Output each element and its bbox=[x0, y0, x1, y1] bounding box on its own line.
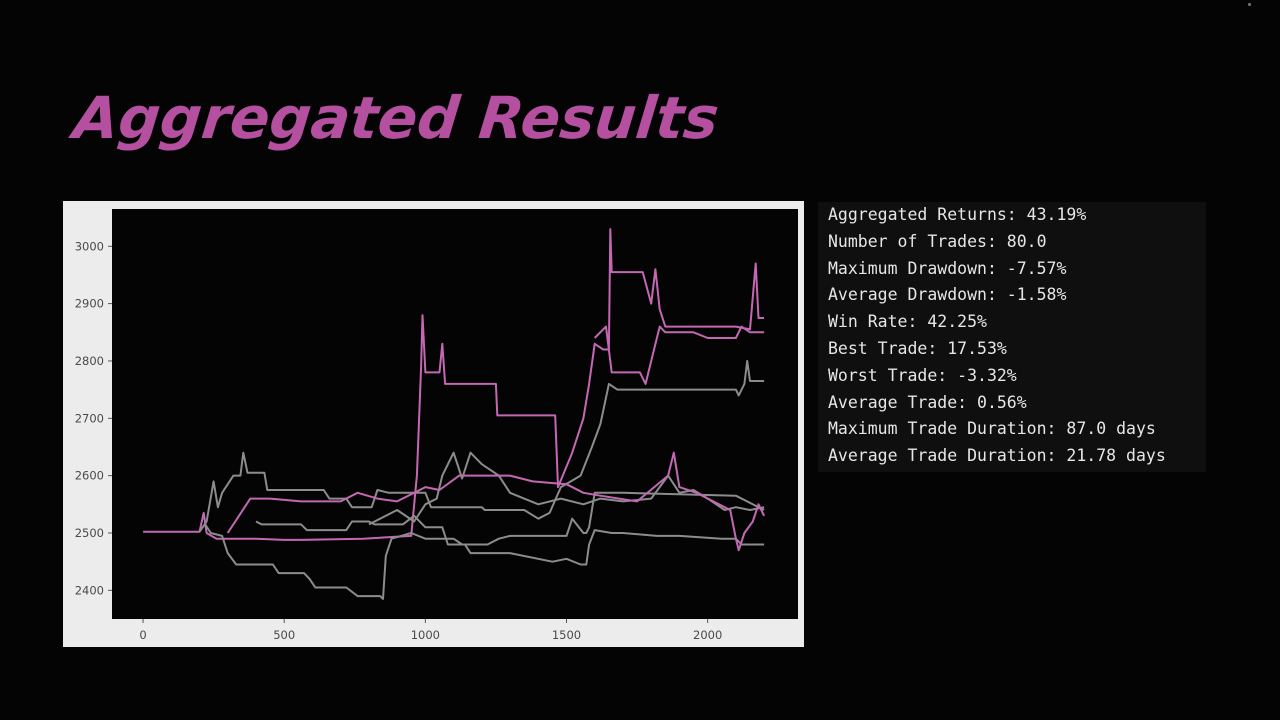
series-line-1 bbox=[143, 228, 765, 541]
series-line-7 bbox=[226, 451, 765, 552]
chart-panel: 0 500 1000 1500 2000 2400 2500 2600 2700 2800 290… bbox=[63, 201, 804, 647]
y-axis-ticks: 2400 2500 2600 2700 2800 2900 3000 bbox=[75, 239, 112, 597]
series-line-3 bbox=[198, 360, 765, 533]
y-tick-label: 2900 bbox=[75, 297, 104, 311]
plot-area bbox=[112, 209, 798, 619]
x-axis-ticks: 0 500 1000 1500 2000 bbox=[139, 619, 722, 642]
y-tick-label: 2700 bbox=[75, 411, 104, 425]
y-tick-label: 2400 bbox=[75, 583, 104, 597]
y-tick-label: 2600 bbox=[75, 469, 104, 483]
stat-line: Number of Trades: 80.0 bbox=[828, 231, 1047, 251]
stat-line: Average Trade: 0.56% bbox=[828, 392, 1027, 412]
stat-line: Maximum Drawdown: -7.57% bbox=[828, 258, 1067, 278]
x-tick-label: 1500 bbox=[552, 628, 581, 642]
page-title: Aggregated Results bbox=[70, 84, 722, 152]
y-tick-label: 3000 bbox=[75, 239, 104, 253]
y-tick-label: 2800 bbox=[75, 354, 104, 368]
stat-line: Maximum Trade Duration: 87.0 days bbox=[828, 419, 1156, 439]
corner-dot bbox=[1248, 3, 1251, 6]
series-line-5 bbox=[255, 514, 765, 566]
x-tick-label: 2000 bbox=[693, 628, 722, 642]
x-tick-label: 1000 bbox=[411, 628, 440, 642]
stat-line: Average Drawdown: -1.58% bbox=[828, 285, 1067, 305]
stats-panel: Aggregated Returns: 43.19% Number of Trad… bbox=[818, 202, 1206, 472]
stat-line: Worst Trade: -3.32% bbox=[828, 365, 1017, 385]
y-tick-label: 2500 bbox=[75, 526, 104, 540]
series-line-4 bbox=[204, 491, 765, 600]
stat-line: Average Trade Duration: 21.78 days bbox=[828, 446, 1166, 466]
stat-line: Best Trade: 17.53% bbox=[828, 338, 1007, 358]
stat-line: Aggregated Returns: 43.19% bbox=[828, 205, 1087, 224]
stat-line: Win Rate: 42.25% bbox=[828, 312, 987, 332]
x-tick-label: 500 bbox=[273, 628, 295, 642]
series-layer bbox=[143, 228, 765, 600]
series-line-2 bbox=[593, 325, 765, 385]
x-tick-label: 0 bbox=[139, 628, 146, 642]
line-chart: 0 500 1000 1500 2000 2400 2500 2600 2700 2800 290… bbox=[75, 209, 798, 642]
